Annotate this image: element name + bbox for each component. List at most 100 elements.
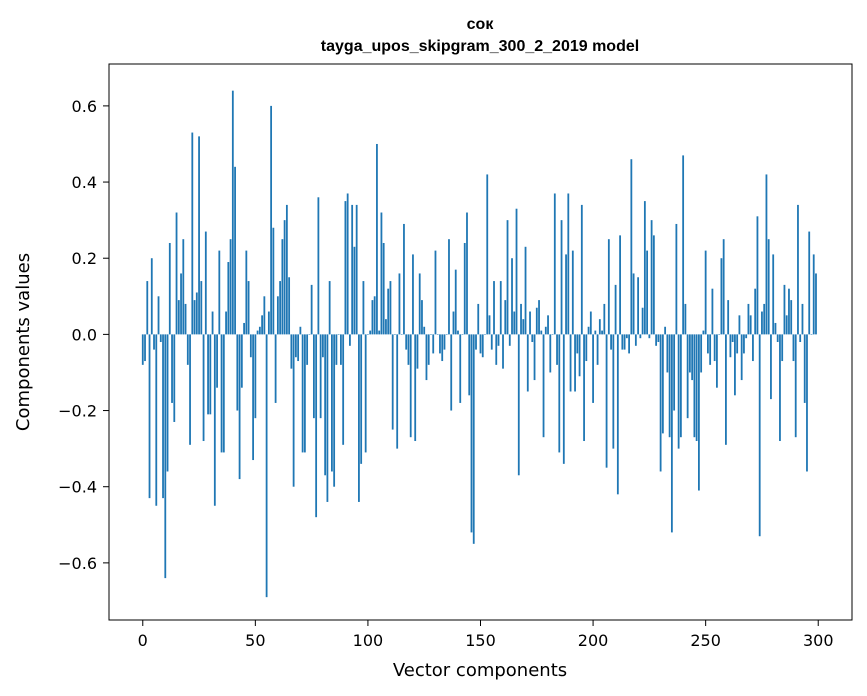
bar-284 — [781, 334, 784, 362]
bar-166 — [515, 208, 518, 335]
bar-182 — [551, 334, 554, 335]
bar-254 — [713, 334, 716, 362]
bar-81 — [324, 334, 327, 476]
bar-263 — [734, 334, 736, 396]
bar-197 — [585, 334, 588, 362]
bar-156 — [493, 281, 495, 335]
bar-108 — [385, 319, 387, 335]
bar-71 — [301, 334, 304, 453]
bar-208 — [610, 334, 612, 350]
bar-90 — [344, 201, 347, 335]
bar-222 — [641, 307, 644, 335]
bar-211 — [616, 334, 619, 495]
bar-227 — [652, 235, 655, 335]
bar-250 — [704, 250, 707, 335]
bar-129 — [432, 334, 435, 354]
bar-251 — [707, 334, 709, 354]
bar-63 — [283, 220, 286, 335]
bar-192 — [574, 334, 576, 392]
bar-22 — [191, 132, 194, 335]
bar-151 — [481, 334, 484, 358]
bar-266 — [740, 334, 743, 381]
bar-269 — [747, 303, 750, 335]
bar-23 — [193, 300, 196, 335]
bar-49 — [252, 334, 254, 461]
bar-249 — [702, 330, 705, 335]
bar-26 — [200, 281, 203, 335]
bar-126 — [425, 334, 428, 381]
bar-191 — [571, 250, 574, 335]
bar-91 — [346, 193, 349, 335]
bar-207 — [607, 239, 610, 335]
bar-14 — [173, 334, 176, 422]
bar-279 — [770, 334, 772, 400]
bar-98 — [362, 281, 365, 335]
bar-196 — [583, 334, 585, 442]
bar-165 — [513, 311, 516, 335]
bar-61 — [279, 281, 282, 335]
bar-181 — [549, 334, 552, 373]
bar-214 — [623, 334, 626, 350]
bar-193 — [576, 334, 579, 354]
bar-51 — [256, 330, 259, 335]
bar-200 — [592, 334, 594, 403]
bar-255 — [716, 334, 718, 388]
y-tick-label: −0.6 — [58, 554, 97, 573]
bar-223 — [643, 201, 646, 335]
y-axis-label: Components values — [13, 253, 34, 431]
bar-218 — [632, 273, 635, 335]
bar-144 — [466, 212, 468, 335]
bar-216 — [628, 334, 630, 354]
bar-32 — [213, 334, 216, 506]
bar-213 — [621, 334, 624, 350]
bar-145 — [468, 334, 471, 396]
bar-16 — [177, 300, 180, 335]
bar-288 — [790, 300, 793, 335]
bar-225 — [648, 334, 651, 339]
bar-274 — [758, 334, 761, 537]
bar-150 — [479, 334, 482, 354]
bar-50 — [254, 334, 257, 419]
bar-171 — [526, 334, 529, 392]
bar-176 — [538, 300, 540, 335]
y-axis-ticks: −0.6 −0.4 −0.2 0.0 0.2 0.4 0.6 — [58, 97, 109, 573]
bar-17 — [180, 273, 182, 335]
bar-273 — [756, 216, 759, 335]
bar-62 — [281, 239, 284, 335]
bar-75 — [310, 284, 313, 335]
bar-53 — [261, 315, 263, 335]
bar-122 — [416, 334, 419, 369]
x-tick-label: 0 — [138, 631, 148, 650]
bar-258 — [722, 239, 725, 335]
bar-123 — [418, 273, 421, 335]
bar-253 — [711, 288, 714, 335]
bar-158 — [497, 334, 500, 346]
bar-138 — [452, 311, 455, 335]
x-axis-ticks: 0 50 100 150 200 250 300 — [138, 620, 834, 650]
bar-107 — [382, 242, 385, 335]
bar-48 — [249, 334, 252, 358]
bar-24 — [195, 292, 198, 335]
bar-265 — [738, 315, 741, 335]
bar-76 — [312, 334, 315, 419]
bar-135 — [445, 334, 448, 335]
bar-248 — [700, 334, 703, 373]
bar-110 — [389, 281, 392, 335]
bar-89 — [342, 334, 345, 445]
bar-92 — [349, 334, 351, 346]
bar-199 — [589, 311, 592, 335]
bar-20 — [186, 334, 189, 365]
bar-19 — [184, 303, 187, 335]
bar-84 — [331, 334, 333, 472]
bar-6 — [155, 334, 158, 506]
bar-143 — [463, 242, 466, 335]
bar-299 — [815, 273, 817, 335]
bar-93 — [351, 204, 354, 335]
bar-190 — [569, 334, 572, 392]
chart-title: сок — [467, 16, 495, 33]
bar-69 — [297, 334, 300, 362]
bar-3 — [148, 334, 151, 499]
bar-28 — [204, 231, 207, 335]
bar-155 — [490, 334, 493, 350]
bar-219 — [634, 334, 637, 346]
